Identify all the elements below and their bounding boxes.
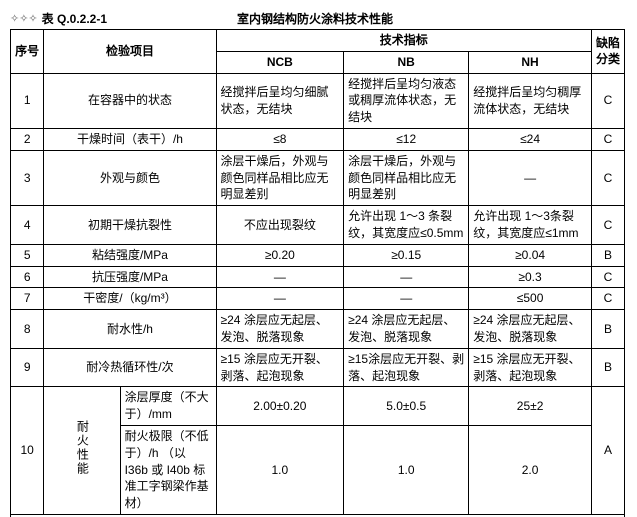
table-header: ✧✧✧ 表 Q.0.2.2-1 室内钢结构防火涂料技术性能: [10, 10, 627, 27]
sub1-nh: 25±2: [469, 387, 592, 426]
cell-item: 干密度/（kg/m³）: [44, 288, 216, 310]
cell-def: C: [591, 266, 624, 288]
cell-def: C: [591, 206, 624, 245]
table-row: 3外观与颜色涂层干燥后，外观与颜色同样品相比应无明显差别涂层干燥后，外观与颜色同…: [11, 150, 625, 205]
cell-def: C: [591, 73, 624, 128]
cell-nb: ≤12: [344, 128, 469, 150]
cell-seq: 2: [11, 128, 44, 150]
table-number: 表 Q.0.2.2-1: [42, 10, 107, 27]
def-10: A: [591, 387, 624, 515]
group-fire: 耐火性能: [74, 420, 91, 476]
cell-nb: 涂层干燥后，外观与颜色同样品相比应无明显差别: [344, 150, 469, 205]
cell-def: B: [591, 244, 624, 266]
cell-def: B: [591, 348, 624, 387]
table-row: 9耐冷热循环性/次≥15 涂层应无开裂、剥落、起泡现象≥15涂层应无开裂、剥落、…: [11, 348, 625, 387]
cell-ncb: ≤8: [216, 128, 344, 150]
row-10a: 10 耐火性能 涂层厚度（不大于）/mm 2.00±0.20 5.0±0.5 2…: [11, 387, 625, 426]
cell-nb: ≥15涂层应无开裂、剥落、起泡现象: [344, 348, 469, 387]
sub2-ncb: 1.0: [216, 425, 344, 514]
cell-ncb: ≥24 涂层应无起层、发泡、脱落现象: [216, 310, 344, 349]
table-row: 1在容器中的状态经搅拌后呈均匀细腻状态，无结块经搅拌后呈均匀液态或稠厚流体状态，…: [11, 73, 625, 128]
cell-ncb: 不应出现裂纹: [216, 206, 344, 245]
cell-seq: 4: [11, 206, 44, 245]
sub2-label: 耐火极限（不低于）/h （以 I36b 或 I40b 标准工字钢梁作基材）: [120, 425, 216, 514]
sub2-nb: 1.0: [344, 425, 469, 514]
cell-ncb: ≥15 涂层应无开裂、剥落、起泡现象: [216, 348, 344, 387]
cell-nh: 允许出现 1～3条裂纹，其宽度应≤1mm: [469, 206, 592, 245]
cell-item: 耐冷热循环性/次: [44, 348, 216, 387]
cell-nh: 经搅拌后呈均匀稠厚流体状态，无结块: [469, 73, 592, 128]
cell-nb: —: [344, 266, 469, 288]
spec-table: 序号 检验项目 技术指标 缺陷分类 NCB NB NH 1在容器中的状态经搅拌后…: [10, 29, 625, 517]
sub1-label: 涂层厚度（不大于）/mm: [120, 387, 216, 426]
cell-ncb: 经搅拌后呈均匀细腻状态，无结块: [216, 73, 344, 128]
cell-item: 抗压强度/MPa: [44, 266, 216, 288]
cell-ncb: —: [216, 288, 344, 310]
cell-seq: 3: [11, 150, 44, 205]
cell-nh: ≤24: [469, 128, 592, 150]
note-text: 注：裸露钢梁耐火极限为 15min（I36b、I40b 验证数据），作为表中 0…: [11, 514, 625, 517]
header-row-1: 序号 检验项目 技术指标 缺陷分类: [11, 30, 625, 52]
cell-def: C: [591, 150, 624, 205]
cell-nb: 经搅拌后呈均匀液态或稠厚流体状态，无结块: [344, 73, 469, 128]
cell-seq: 9: [11, 348, 44, 387]
cell-seq: 5: [11, 244, 44, 266]
col-nh: NH: [469, 51, 592, 73]
table-row: 8耐水性/h≥24 涂层应无起层、发泡、脱落现象≥24 涂层应无起层、发泡、脱落…: [11, 310, 625, 349]
cell-nb: ≥24 涂层应无起层、发泡、脱落现象: [344, 310, 469, 349]
cell-def: B: [591, 310, 624, 349]
col-item: 检验项目: [44, 30, 216, 74]
cell-seq: 6: [11, 266, 44, 288]
cell-nb: ≥0.15: [344, 244, 469, 266]
col-defect: 缺陷分类: [591, 30, 624, 74]
cell-item: 粘结强度/MPa: [44, 244, 216, 266]
cell-seq: 7: [11, 288, 44, 310]
table-row: 4初期干燥抗裂性不应出现裂纹允许出现 1～3 条裂纹，其宽度应≤0.5mm允许出…: [11, 206, 625, 245]
col-nb: NB: [344, 51, 469, 73]
sub1-ncb: 2.00±0.20: [216, 387, 344, 426]
cell-item: 外观与颜色: [44, 150, 216, 205]
sub1-nb: 5.0±0.5: [344, 387, 469, 426]
cell-nh: ≥0.3: [469, 266, 592, 288]
cell-nh: ≤500: [469, 288, 592, 310]
cell-item: 在容器中的状态: [44, 73, 216, 128]
cell-ncb: 涂层干燥后，外观与颜色同样品相比应无明显差别: [216, 150, 344, 205]
cell-item: 初期干燥抗裂性: [44, 206, 216, 245]
col-ncb: NCB: [216, 51, 344, 73]
table-title: 室内钢结构防火涂料技术性能: [237, 10, 393, 27]
cell-seq: 8: [11, 310, 44, 349]
table-row: 5粘结强度/MPa≥0.20≥0.15≥0.04B: [11, 244, 625, 266]
cell-item: 干燥时间（表干）/h: [44, 128, 216, 150]
seq-10: 10: [11, 387, 44, 515]
cell-nb: 允许出现 1～3 条裂纹，其宽度应≤0.5mm: [344, 206, 469, 245]
sub2-nh: 2.0: [469, 425, 592, 514]
cell-nh: ≥0.04: [469, 244, 592, 266]
cell-nh: ≥15 涂层应无开裂、剥落、起泡现象: [469, 348, 592, 387]
table-row: 2干燥时间（表干）/h≤8≤12≤24C: [11, 128, 625, 150]
decoration: ✧✧✧: [10, 12, 38, 25]
cell-def: C: [591, 288, 624, 310]
cell-nh: —: [469, 150, 592, 205]
cell-nh: ≥24 涂层应无起层、发泡、脱落现象: [469, 310, 592, 349]
note-row: 注：裸露钢梁耐火极限为 15min（I36b、I40b 验证数据），作为表中 0…: [11, 514, 625, 517]
table-row: 6抗压强度/MPa——≥0.3C: [11, 266, 625, 288]
col-seq: 序号: [11, 30, 44, 74]
col-tech-group: 技术指标: [216, 30, 591, 52]
cell-seq: 1: [11, 73, 44, 128]
cell-ncb: ≥0.20: [216, 244, 344, 266]
cell-ncb: —: [216, 266, 344, 288]
cell-nb: —: [344, 288, 469, 310]
table-row: 7干密度/（kg/m³）——≤500C: [11, 288, 625, 310]
cell-def: C: [591, 128, 624, 150]
cell-item: 耐水性/h: [44, 310, 216, 349]
